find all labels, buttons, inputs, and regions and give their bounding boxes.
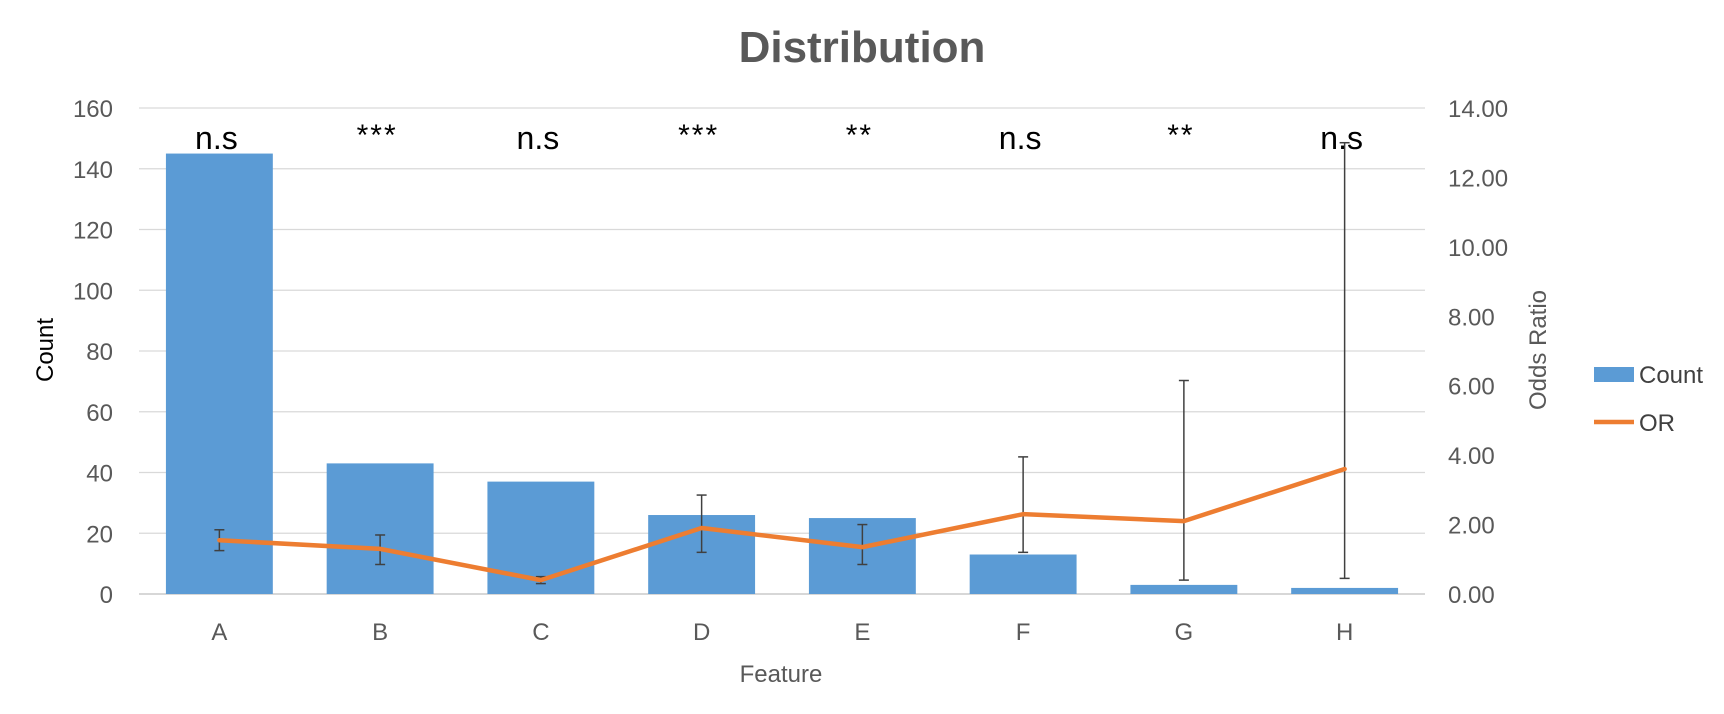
legend-swatch-bar <box>1594 367 1634 382</box>
bar <box>1130 584 1238 594</box>
line-series <box>217 466 1347 583</box>
y-tick-label: 60 <box>86 400 113 427</box>
x-axis: A B C D E F G H <box>211 619 1353 646</box>
y2-tick-label: 6.00 <box>1448 374 1495 401</box>
error-bar <box>696 494 707 554</box>
significance-label: *** <box>678 119 719 152</box>
y2-tick-label: 10.00 <box>1448 235 1508 262</box>
error-bar <box>1178 379 1189 581</box>
x-tick-label: A <box>211 619 227 646</box>
y-tick-label: 20 <box>86 521 113 548</box>
or-point <box>701 527 703 529</box>
y2-tick-label: 8.00 <box>1448 304 1495 331</box>
bar <box>969 554 1077 594</box>
or-line <box>217 466 1347 583</box>
significance-label: n.s <box>999 120 1042 156</box>
significance-label: *** <box>357 119 398 152</box>
bar <box>326 463 434 594</box>
legend-item-or: OR <box>1594 410 1675 437</box>
or-point <box>1183 520 1185 522</box>
y2-tick-label: 4.00 <box>1448 443 1495 470</box>
y-tick-label: 100 <box>73 278 113 305</box>
bar <box>1291 587 1399 594</box>
legend: Count OR <box>1594 362 1703 437</box>
error-bars <box>214 141 1350 585</box>
x-tick-label: G <box>1175 619 1194 646</box>
y-axis-title: Count <box>32 318 59 382</box>
significance-label: n.s <box>195 120 238 156</box>
x-tick-label: E <box>854 619 870 646</box>
legend-label: Count <box>1639 362 1703 389</box>
y2-tick-label: 12.00 <box>1448 165 1508 192</box>
significance-annotations: n.s *** n.s *** ** n.s ** n.s <box>195 119 1363 156</box>
chart-title: Distribution <box>739 23 986 72</box>
significance-label: n.s <box>1320 120 1363 156</box>
x-tick-label: C <box>532 619 549 646</box>
y-tick-label: 160 <box>73 96 113 123</box>
y-axis-right: 0.00 2.00 4.00 6.00 8.00 10.00 12.00 14.00 <box>1448 96 1508 609</box>
y2-tick-label: 0.00 <box>1448 582 1495 609</box>
error-bar <box>1018 456 1029 554</box>
legend-label: OR <box>1639 410 1675 437</box>
or-point <box>1344 468 1346 470</box>
y-tick-label: 0 <box>100 582 113 609</box>
y2-axis-title: Odds Ratio <box>1525 290 1552 410</box>
or-point <box>540 579 542 581</box>
x-tick-label: H <box>1336 619 1353 646</box>
y-tick-label: 80 <box>86 339 113 366</box>
y-tick-label: 40 <box>86 461 113 488</box>
or-point <box>379 548 381 550</box>
error-bar <box>857 523 868 566</box>
or-point <box>861 546 863 548</box>
y2-tick-label: 14.00 <box>1448 96 1508 123</box>
significance-label: n.s <box>517 120 560 156</box>
legend-item-count: Count <box>1594 362 1703 389</box>
y-tick-label: 140 <box>73 157 113 184</box>
bar <box>165 153 273 594</box>
bar-series <box>165 153 1399 594</box>
error-bar <box>1339 141 1350 580</box>
or-point <box>1022 513 1024 515</box>
y-axis-left: 0 20 40 60 80 100 120 140 160 <box>73 96 113 609</box>
x-tick-label: D <box>693 619 710 646</box>
x-axis-title: Feature <box>740 661 823 688</box>
x-tick-label: B <box>372 619 388 646</box>
x-tick-label: F <box>1016 619 1031 646</box>
significance-label: ** <box>1167 119 1194 152</box>
or-point <box>218 539 220 541</box>
y2-tick-label: 2.00 <box>1448 513 1495 540</box>
y-tick-label: 120 <box>73 218 113 245</box>
significance-label: ** <box>846 119 873 152</box>
